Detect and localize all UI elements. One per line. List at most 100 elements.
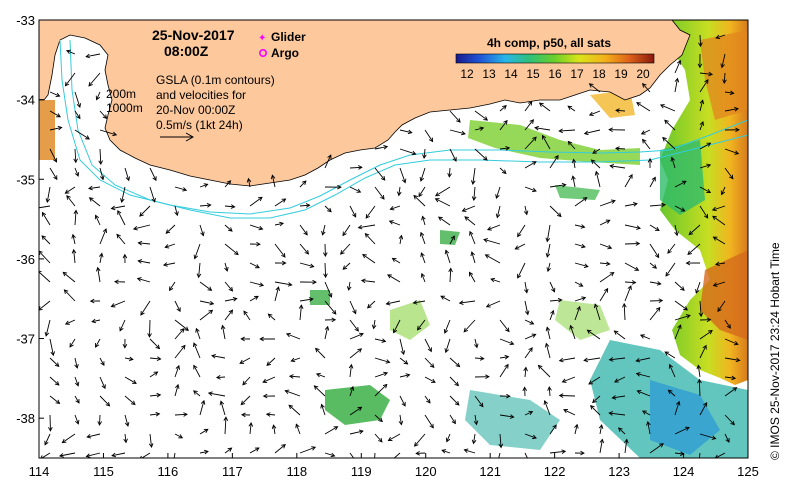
velocity-arrow-head (580, 224, 586, 229)
velocity-arrow (724, 91, 734, 94)
velocity-arrow (342, 262, 351, 270)
velocity-arrow (449, 110, 461, 123)
velocity-arrow-head (470, 251, 475, 257)
velocity-arrow-head (614, 378, 619, 383)
velocity-arrow-head (200, 231, 205, 237)
velocity-arrow-head (576, 305, 581, 311)
velocity-arrow-head (295, 423, 300, 429)
velocity-arrow-head (567, 140, 573, 146)
velocity-arrow (724, 338, 739, 345)
velocity-arrow (374, 372, 388, 378)
velocity-arrow (99, 228, 107, 245)
velocity-arrow (388, 433, 401, 441)
velocity-arrow-head (444, 249, 450, 255)
velocity-arrow-head (557, 297, 563, 303)
velocity-arrow-head (703, 213, 709, 219)
velocity-arrow (724, 387, 737, 397)
velocity-arrow (74, 210, 77, 226)
velocity-arrow-head (179, 328, 185, 333)
velocity-arrow-head (73, 158, 78, 164)
velocity-arrow (649, 281, 661, 285)
y-tick-label: -36 (16, 252, 35, 267)
velocity-arrow-head (688, 230, 694, 236)
velocity-arrow (42, 212, 51, 226)
velocity-arrow-head (254, 295, 259, 300)
velocity-arrow (387, 274, 401, 283)
velocity-arrow-head (357, 406, 363, 412)
velocity-arrow (74, 357, 78, 369)
velocity-arrow (699, 330, 713, 340)
velocity-arrow (414, 433, 426, 447)
velocity-arrow-head (611, 395, 617, 400)
velocity-arrow (374, 433, 383, 443)
velocity-arrow-head (40, 455, 43, 458)
velocity-arrow (45, 319, 51, 336)
velocity-arrow-head (685, 426, 690, 431)
velocity-arrow (647, 421, 651, 435)
velocity-arrow (348, 281, 351, 291)
velocity-arrow (674, 180, 687, 188)
velocity-arrow (224, 262, 228, 272)
plot-frame (38, 19, 749, 459)
velocity-arrow (664, 351, 676, 359)
velocity-arrow-head (631, 280, 637, 285)
velocity-arrow (242, 376, 251, 386)
velocity-arrow (247, 178, 251, 188)
velocity-arrow-head (74, 381, 80, 387)
velocity-arrow (624, 262, 639, 271)
velocity-arrow (449, 148, 457, 162)
velocity-arrow-head (373, 459, 377, 463)
velocity-arrow-head (255, 264, 260, 269)
velocity-arrow-head (69, 342, 74, 348)
velocity-arrow-head (569, 324, 574, 330)
velocity-arrow (174, 328, 185, 340)
velocity-arrow-head (431, 378, 436, 383)
velocity-arrow (62, 433, 76, 443)
velocity-arrow (559, 357, 576, 362)
velocity-arrow-head (561, 449, 567, 455)
velocity-arrow-head (55, 92, 61, 97)
velocity-arrow-head (593, 303, 599, 309)
velocity-arrow-head (615, 108, 620, 113)
velocity-arrow (95, 338, 101, 348)
velocity-arrow-head (634, 266, 640, 271)
velocity-arrow-head (712, 282, 718, 287)
velocity-arrow (624, 243, 640, 245)
velocity-arrow-head (349, 385, 355, 391)
velocity-arrow-head (627, 285, 632, 290)
velocity-arrow (224, 180, 231, 188)
velocity-arrow-head (411, 150, 417, 156)
velocity-arrow-head (362, 253, 367, 259)
velocity-arrow-head (448, 267, 453, 273)
velocity-arrow-head (734, 106, 739, 112)
velocity-arrow-head (664, 119, 669, 125)
velocity-arrow (469, 272, 476, 283)
velocity-arrow-head (586, 329, 592, 334)
velocity-arrow-head (88, 185, 93, 191)
velocity-arrow-head (659, 104, 665, 109)
velocity-arrow-head (592, 149, 598, 154)
velocity-arrow (390, 205, 401, 210)
velocity-arrow-head (151, 197, 156, 203)
velocity-arrow (349, 333, 364, 340)
velocity-arrow-head (636, 225, 641, 230)
velocity-arrow (724, 319, 731, 329)
velocity-arrow (374, 146, 388, 150)
velocity-arrow-head (116, 233, 121, 239)
velocity-arrow-head (55, 399, 61, 405)
velocity-arrow-head (52, 157, 58, 163)
velocity-arrow-head (711, 435, 717, 440)
velocity-arrow (324, 452, 335, 457)
velocity-arrow-head (56, 113, 61, 118)
colorbar-tick-label: 12 (460, 67, 474, 81)
velocity-arrow (89, 197, 101, 207)
velocity-arrow (449, 414, 456, 424)
x-tick-label: 117 (222, 464, 243, 479)
velocity-arrow (199, 300, 214, 305)
velocity-arrow-head (39, 270, 42, 275)
velocity-arrow-head (687, 250, 692, 256)
velocity-arrow-head (124, 421, 130, 427)
velocity-arrow (365, 233, 376, 245)
velocity-arrow (699, 142, 711, 150)
velocity-arrow (299, 305, 302, 321)
